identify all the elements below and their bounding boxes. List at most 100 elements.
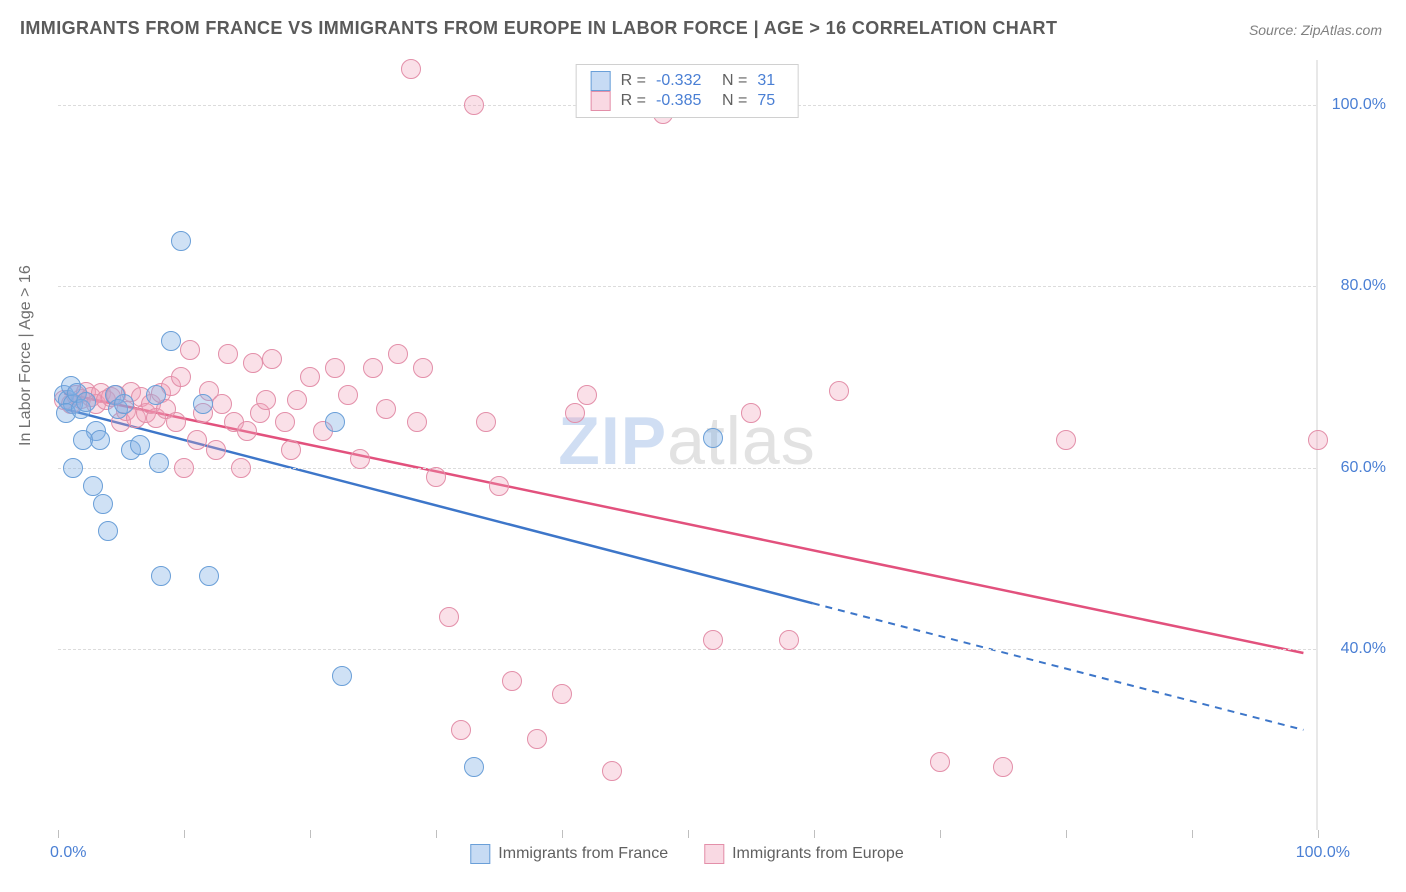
scatter-point [166,412,186,432]
scatter-point [130,435,150,455]
scatter-point [83,476,103,496]
x-tick [436,830,437,838]
scatter-point [73,430,93,450]
scatter-point [993,757,1013,777]
correlation-legend: R =-0.332N =31R =-0.385N =75 [576,64,799,118]
scatter-point [401,59,421,79]
legend-label: Immigrants from Europe [732,845,904,863]
scatter-point [350,449,370,469]
scatter-point [174,458,194,478]
scatter-point [180,340,200,360]
scatter-point [376,399,396,419]
scatter-point [287,390,307,410]
scatter-point [1308,430,1328,450]
scatter-point [93,494,113,514]
scatter-point [171,231,191,251]
scatter-point [187,430,207,450]
y-tick-label: 40.0% [1341,640,1386,658]
scatter-point [212,394,232,414]
y-tick-label: 100.0% [1332,96,1386,114]
scatter-point [76,392,96,412]
legend-row: R = -0.385 N = 75 [591,91,784,111]
gridline-horizontal [58,649,1316,650]
x-tick [58,830,59,838]
x-tick [688,830,689,838]
legend-swatch [591,71,611,91]
scatter-point [703,630,723,650]
x-tick [310,830,311,838]
scatter-point [552,684,572,704]
scatter-point [527,729,547,749]
n-label: N = [722,72,747,90]
scatter-point [206,440,226,460]
legend-row: R =-0.332N =31 [591,71,784,91]
scatter-point [779,630,799,650]
scatter-point [171,367,191,387]
scatter-point [407,412,427,432]
legend-item: Immigrants from France [470,844,668,864]
scatter-point [98,521,118,541]
legend-item: Immigrants from Europe [704,844,904,864]
scatter-point [199,566,219,586]
trend-lines [58,60,1316,830]
scatter-point [63,458,83,478]
scatter-point [464,95,484,115]
legend-swatch [470,844,490,864]
scatter-point [256,390,276,410]
x-tick [1066,830,1067,838]
scatter-point [502,671,522,691]
scatter-point [338,385,358,405]
y-tick-label: 80.0% [1341,277,1386,295]
scatter-point [193,394,213,414]
scatter-point [275,412,295,432]
chart-title: IMMIGRANTS FROM FRANCE VS IMMIGRANTS FRO… [20,18,1057,39]
scatter-point [325,412,345,432]
x-axis-max-label: 100.0% [1296,844,1350,862]
scatter-point [489,476,509,496]
scatter-point [146,385,166,405]
scatter-point [114,394,134,414]
scatter-point [243,353,263,373]
scatter-point [231,458,251,478]
scatter-point [577,385,597,405]
x-tick [814,830,815,838]
legend-swatch [591,91,611,111]
scatter-point [262,349,282,369]
scatter-point [464,757,484,777]
r-value: -0.332 [656,72,712,90]
scatter-point [363,358,383,378]
source-label: Source: ZipAtlas.com [1249,22,1382,38]
x-tick [1192,830,1193,838]
y-axis-title: In Labor Force | Age > 16 [17,265,35,446]
scatter-point [332,666,352,686]
r-value: -0.385 [656,92,712,110]
r-label: R = [621,72,646,90]
scatter-point [325,358,345,378]
scatter-point [439,607,459,627]
scatter-point [218,344,238,364]
x-tick [940,830,941,838]
scatter-point [741,403,761,423]
x-tick [562,830,563,838]
scatter-point [602,761,622,781]
r-label: R = [621,92,646,110]
scatter-point [565,403,585,423]
scatter-point [388,344,408,364]
scatter-point [476,412,496,432]
series-legend: Immigrants from France Immigrants from Eu… [470,844,903,864]
scatter-point [451,720,471,740]
scatter-point [413,358,433,378]
gridline-horizontal [58,286,1316,287]
n-value: 75 [757,92,783,110]
scatter-point [161,331,181,351]
plot-area: ZIPatlas R =-0.332N =31R =-0.385N =75 Im… [58,60,1318,830]
scatter-point [281,440,301,460]
n-label: N = [722,92,747,110]
scatter-point [703,428,723,448]
scatter-point [149,453,169,473]
scatter-point [930,752,950,772]
scatter-point [300,367,320,387]
y-tick-label: 60.0% [1341,459,1386,477]
x-axis-min-label: 0.0% [50,844,86,862]
legend-swatch [704,844,724,864]
